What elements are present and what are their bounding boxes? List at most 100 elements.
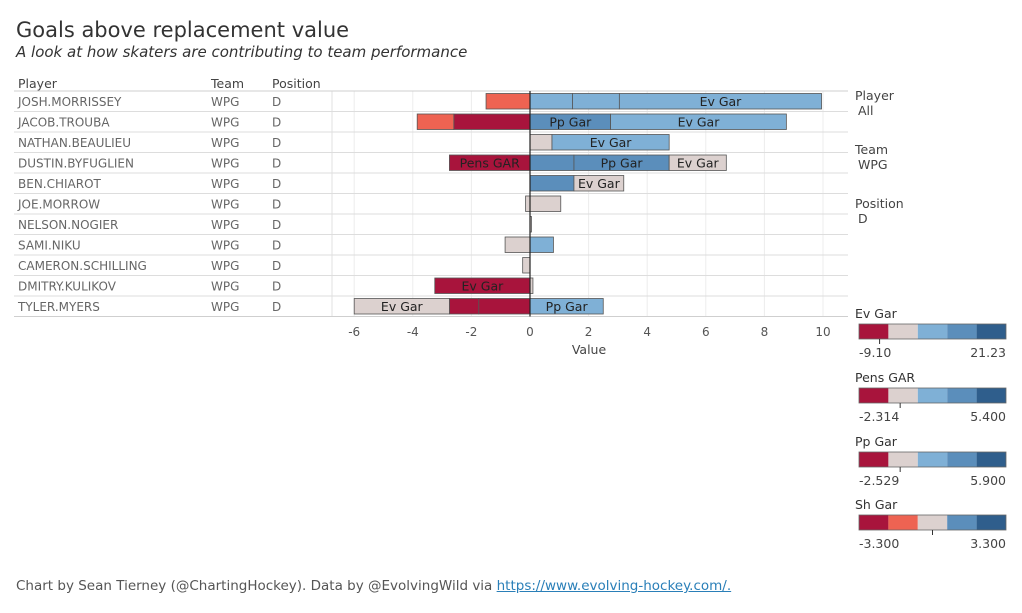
bar-segment bbox=[610, 113, 787, 130]
chart-title: Goals above replacement value bbox=[16, 18, 350, 42]
legend-title: Ev Gar bbox=[855, 306, 898, 321]
bar-label: Ev Gar bbox=[700, 94, 743, 109]
legend-swatch bbox=[888, 452, 918, 467]
bar-label: Pp Gar bbox=[601, 155, 644, 170]
x-tick-label: -4 bbox=[407, 325, 419, 339]
team-code: WPG bbox=[211, 218, 239, 232]
position-code: D bbox=[272, 279, 281, 293]
bar-segment bbox=[529, 93, 573, 110]
player-name: DMITRY.KULIKOV bbox=[18, 279, 117, 293]
bar-segment bbox=[572, 93, 620, 110]
x-tick-label: 2 bbox=[585, 325, 593, 339]
bar-label: Ev Gar bbox=[590, 135, 633, 150]
bar-segment bbox=[668, 154, 727, 171]
bar-segment bbox=[529, 195, 562, 212]
bar-segment bbox=[529, 236, 554, 253]
team-code: WPG bbox=[211, 279, 239, 293]
legend-title: Pp Gar bbox=[855, 434, 898, 449]
legend-swatch bbox=[947, 452, 977, 467]
player-name: JOE.MORROW bbox=[17, 197, 100, 211]
team-code: WPG bbox=[211, 197, 239, 211]
position-code: D bbox=[272, 136, 281, 150]
bar-segment bbox=[478, 298, 531, 315]
position-code: D bbox=[272, 197, 281, 211]
bar-segment bbox=[551, 134, 670, 151]
position-code: D bbox=[272, 156, 281, 170]
bar-segment bbox=[504, 236, 531, 253]
team-code: WPG bbox=[211, 115, 239, 129]
x-tick-label: 4 bbox=[643, 325, 651, 339]
bar-segment bbox=[353, 298, 450, 315]
table-row: JACOB.TROUBA WPG D Pp Gar Ev Gar bbox=[17, 113, 787, 130]
table-row: TYLER.MYERS WPG D Ev Gar Pp Gar bbox=[17, 298, 604, 315]
legend-max: 5.400 bbox=[970, 409, 1006, 424]
position-code: D bbox=[272, 115, 281, 129]
team-code: WPG bbox=[211, 259, 239, 273]
x-tick-label: 0 bbox=[526, 325, 534, 339]
filter-value: All bbox=[858, 103, 874, 118]
filter-label: Position bbox=[855, 196, 904, 211]
bar-label: Pens GAR bbox=[460, 155, 520, 170]
table-row: CAMERON.SCHILLING WPG D bbox=[18, 257, 531, 274]
legend-swatch bbox=[917, 515, 948, 530]
bar-label: Ev Gar bbox=[578, 176, 621, 191]
legend-swatch bbox=[859, 515, 889, 530]
table-row: DMITRY.KULIKOV WPG D Ev Gar bbox=[18, 277, 534, 294]
position-code: D bbox=[272, 259, 281, 273]
team-code: WPG bbox=[211, 136, 239, 150]
x-tick-label: 10 bbox=[815, 325, 830, 339]
legend-swatch bbox=[976, 515, 1006, 530]
position-code: D bbox=[272, 177, 281, 191]
footer-text: Chart by Sean Tierney (@ChartingHockey).… bbox=[16, 578, 497, 594]
footer-credit: Chart by Sean Tierney (@ChartingHockey).… bbox=[16, 578, 731, 594]
table-row: SAMI.NIKU WPG D bbox=[18, 236, 554, 253]
bar-label: Ev Gar bbox=[677, 155, 720, 170]
legend-swatch bbox=[947, 388, 977, 403]
legend-border bbox=[858, 323, 1007, 340]
column-header-player: Player bbox=[18, 76, 58, 91]
legend-swatch bbox=[888, 388, 918, 403]
legend-border bbox=[858, 451, 1007, 468]
legend-title: Pens GAR bbox=[855, 370, 915, 385]
player-name: JOSH.MORRISSEY bbox=[17, 95, 122, 109]
player-name: CAMERON.SCHILLING bbox=[18, 259, 147, 273]
position-code: D bbox=[272, 238, 281, 252]
bar-segment bbox=[453, 113, 531, 130]
legend-swatch bbox=[859, 388, 889, 403]
position-code: D bbox=[272, 300, 281, 314]
bar-segment bbox=[522, 257, 531, 274]
source-link[interactable]: https://www.evolving-hockey.com/. bbox=[496, 578, 732, 594]
legend-swatch bbox=[947, 324, 977, 339]
bar-segment bbox=[529, 134, 553, 151]
position-code: D bbox=[272, 95, 281, 109]
x-tick-label: -6 bbox=[348, 325, 360, 339]
team-code: WPG bbox=[211, 238, 239, 252]
position-code: D bbox=[272, 218, 281, 232]
bar-segment bbox=[449, 298, 480, 315]
legend-max: 3.300 bbox=[970, 536, 1006, 551]
legend-swatch bbox=[917, 388, 948, 403]
player-name: JACOB.TROUBA bbox=[17, 115, 110, 129]
player-name: NELSON.NOGIER bbox=[18, 218, 118, 232]
bar-label: Ev Gar bbox=[678, 114, 721, 129]
legend-swatch bbox=[947, 515, 977, 530]
team-code: WPG bbox=[211, 156, 239, 170]
player-name: SAMI.NIKU bbox=[18, 238, 81, 252]
table-row: JOE.MORROW WPG D bbox=[17, 195, 562, 212]
bar-label: Pp Gar bbox=[549, 114, 592, 129]
table-row: NATHAN.BEAULIEU WPG D Ev Gar bbox=[18, 134, 670, 151]
column-header-team: Team bbox=[210, 76, 244, 91]
legend-swatch bbox=[859, 324, 889, 339]
table-row: BEN.CHIAROT WPG D Ev Gar bbox=[18, 175, 625, 192]
legend-min: -2.314 bbox=[859, 409, 899, 424]
legend-max: 5.900 bbox=[970, 473, 1006, 488]
column-header-position: Position bbox=[272, 76, 321, 91]
legend-min: -3.300 bbox=[859, 536, 899, 551]
team-code: WPG bbox=[211, 300, 239, 314]
legend-swatch bbox=[859, 452, 889, 467]
player-name: DUSTIN.BYFUGLIEN bbox=[18, 156, 134, 170]
legend-min: -2.529 bbox=[859, 473, 899, 488]
filter-label: Player bbox=[855, 88, 895, 103]
chart-subtitle: A look at how skaters are contributing t… bbox=[16, 43, 468, 61]
x-tick-label: 8 bbox=[761, 325, 769, 339]
